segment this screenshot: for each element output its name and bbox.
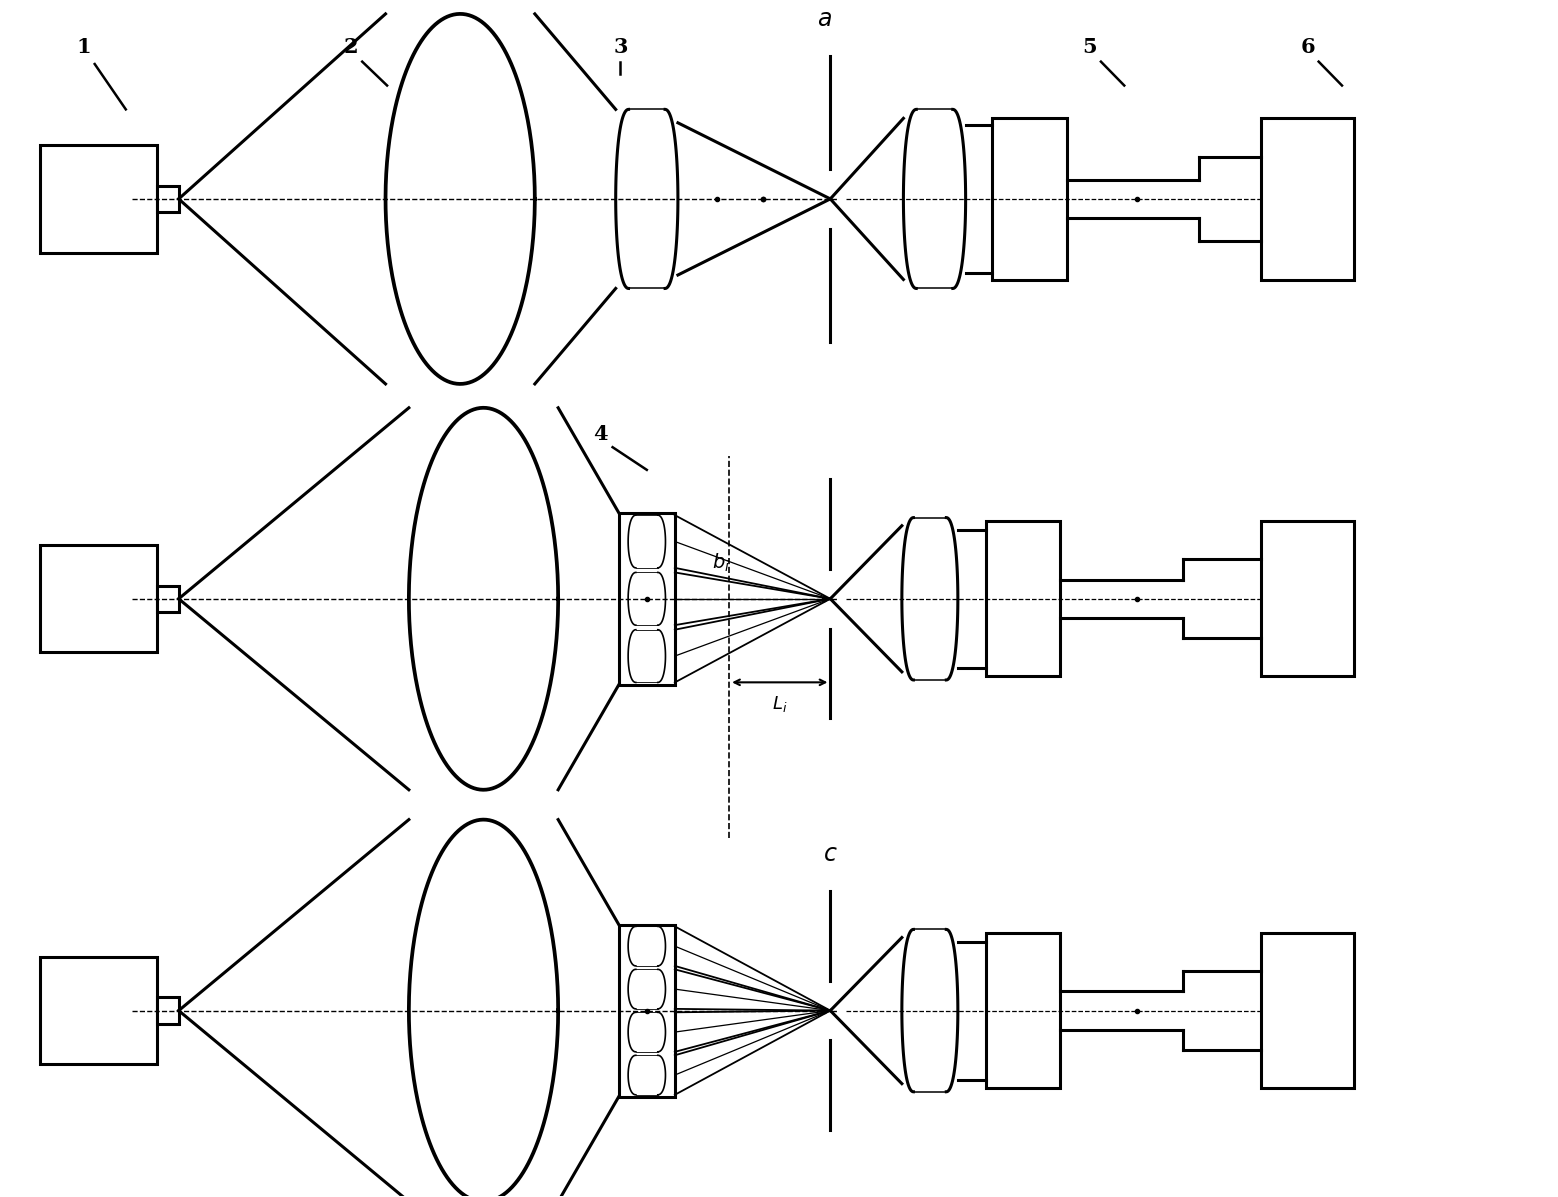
Bar: [986, 932, 1061, 1088]
Bar: [619, 924, 675, 1096]
Bar: [992, 117, 1067, 280]
Bar: [1260, 117, 1354, 280]
Bar: [41, 956, 157, 1064]
Text: $b_i$: $b_i$: [712, 552, 731, 575]
Bar: [157, 585, 179, 612]
Bar: [1260, 521, 1354, 676]
Text: $c$: $c$: [823, 843, 838, 867]
Text: 4: 4: [594, 424, 608, 444]
Bar: [157, 186, 179, 212]
Bar: [41, 145, 157, 253]
Bar: [1260, 932, 1354, 1088]
Text: 6: 6: [1301, 37, 1315, 57]
Bar: [986, 521, 1061, 676]
Bar: [157, 997, 179, 1023]
Text: 5: 5: [1083, 37, 1097, 57]
Text: 1: 1: [76, 37, 90, 57]
Text: $a$: $a$: [816, 7, 832, 31]
Bar: [41, 545, 157, 652]
Bar: [619, 512, 675, 685]
Text: 2: 2: [344, 37, 358, 57]
Text: $L_i$: $L_i$: [773, 693, 787, 713]
Text: 3: 3: [614, 37, 628, 57]
